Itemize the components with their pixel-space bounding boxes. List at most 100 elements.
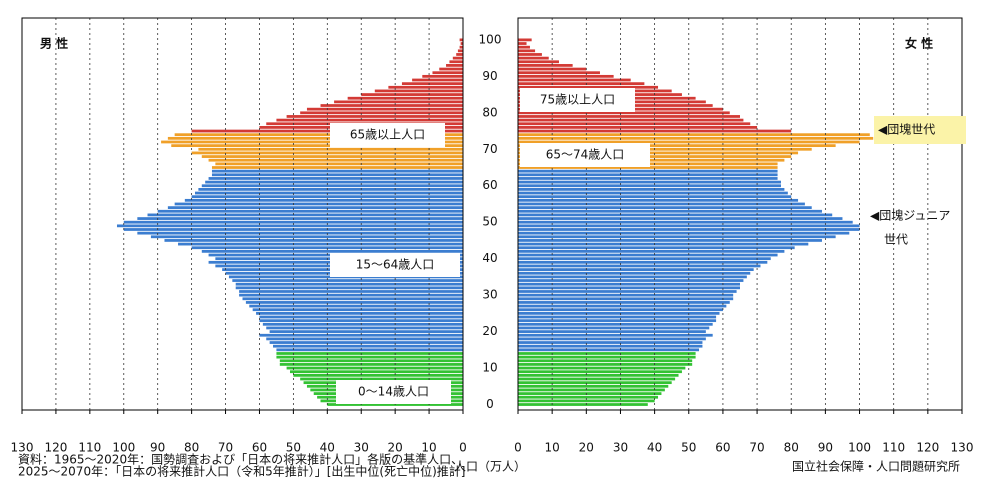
bar [518, 373, 679, 377]
bar [123, 220, 464, 224]
bar [518, 242, 809, 246]
bar [518, 188, 785, 191]
bar [518, 311, 720, 315]
bar [432, 71, 463, 75]
y-tick-label: 80 [482, 105, 497, 119]
bar [215, 162, 463, 166]
bar [518, 257, 771, 261]
x-tick-label: 20 [388, 441, 403, 455]
bar [518, 282, 740, 286]
bar [518, 53, 542, 56]
bar [460, 42, 463, 45]
bar [518, 333, 713, 337]
bar [518, 198, 799, 202]
bar [518, 355, 696, 359]
bar [518, 395, 659, 399]
bar [276, 348, 463, 352]
band-label-box [336, 380, 451, 404]
bar [518, 341, 703, 344]
x-tick-label: 120 [44, 441, 67, 455]
x-tick-label: 0 [459, 441, 467, 455]
bar [286, 115, 463, 118]
x-tick-label: 110 [78, 441, 101, 455]
bar [137, 217, 464, 220]
annotation-highlight [874, 116, 966, 144]
x-tick-label: 50 [286, 441, 301, 455]
bar [518, 290, 737, 293]
bar [518, 78, 631, 82]
bar [518, 326, 710, 330]
bar [518, 64, 573, 67]
bar [518, 293, 734, 297]
x-tick-label: 120 [916, 441, 939, 455]
bar [232, 279, 463, 282]
bar [361, 93, 463, 96]
bar [446, 64, 463, 67]
bar [269, 330, 463, 333]
bar [518, 220, 853, 224]
bar [289, 370, 463, 374]
bar [116, 224, 463, 228]
bar [208, 177, 463, 180]
bar [518, 239, 822, 242]
bar [518, 82, 645, 86]
bar [518, 260, 768, 264]
annotation: 世代 [884, 233, 908, 247]
x-tick-label: 110 [882, 441, 905, 455]
bar [456, 53, 463, 56]
bar [518, 337, 706, 341]
bar [208, 158, 463, 162]
x-tick-label: 10 [421, 441, 436, 455]
bar [279, 363, 463, 366]
band-label: 0〜14歳人口 [358, 385, 429, 399]
bar [518, 315, 717, 319]
bar [211, 166, 463, 169]
bar [518, 133, 870, 137]
source: 資料：1965〜2020年：国勢調査および「日本の将来推計人口」各版の基準人口、 [18, 452, 463, 467]
x-tick-label: 20 [579, 441, 594, 455]
bar [518, 377, 676, 381]
x-tick-label: 10 [545, 441, 560, 455]
bar [518, 56, 549, 60]
bar [518, 363, 693, 366]
bar [518, 253, 778, 257]
bar [518, 366, 686, 370]
male-label: 男 性 [40, 36, 68, 51]
bar [518, 271, 751, 275]
y-tick-label: 40 [482, 251, 497, 265]
bar [401, 82, 463, 86]
bar [518, 118, 744, 122]
bar [518, 126, 758, 129]
bar [195, 191, 463, 195]
bar [518, 49, 536, 53]
bar [518, 304, 727, 308]
bar [178, 242, 464, 246]
bar [245, 301, 463, 304]
bar [459, 38, 463, 42]
y-tick-label: 90 [482, 69, 497, 83]
bar [518, 206, 812, 210]
bar [518, 381, 672, 385]
band-label: 75歳以上人口 [540, 93, 615, 107]
bar [167, 136, 463, 140]
bar [388, 85, 463, 89]
x-tick-label: 80 [784, 441, 799, 455]
x-tick-label: 130 [951, 441, 974, 455]
bar [518, 42, 527, 45]
annotation: ◀団塊世代 [878, 122, 935, 137]
bar [452, 56, 463, 60]
bar [518, 330, 706, 333]
x-tick-label: 0 [514, 441, 522, 455]
bar [201, 155, 464, 158]
bar [279, 359, 463, 363]
bar [157, 209, 463, 213]
band-label-box [520, 88, 635, 112]
bar [518, 140, 860, 144]
bar [198, 147, 463, 151]
bar [518, 184, 781, 188]
band-label: 15〜64歳人口 [356, 258, 435, 272]
y-tick-label: 50 [482, 215, 497, 229]
y-tick-label: 0 [486, 397, 494, 411]
bar [518, 264, 761, 268]
band-label-box [520, 143, 650, 167]
